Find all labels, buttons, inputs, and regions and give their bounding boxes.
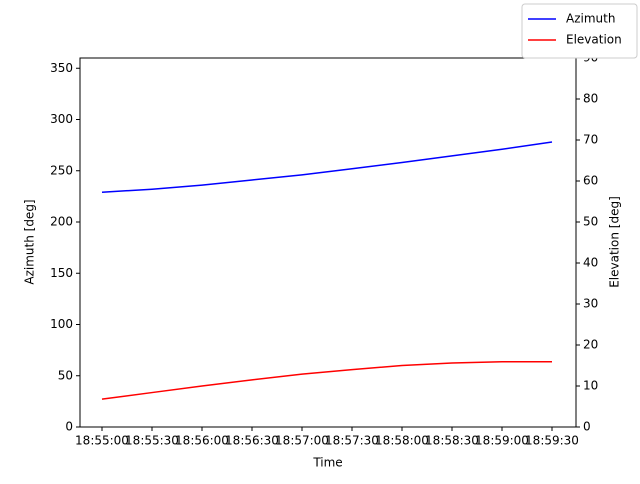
series-line xyxy=(101,361,552,400)
y2-tick-label: 40 xyxy=(583,256,598,270)
x-tick-label: 18:58:00 xyxy=(375,434,429,448)
x-tick-label: 18:59:30 xyxy=(525,434,579,448)
y2-tick-label: 20 xyxy=(583,338,598,352)
legend-label: Azimuth xyxy=(566,12,615,26)
x-tick-label: 18:56:00 xyxy=(175,434,229,448)
y2-tick-label: 30 xyxy=(583,297,598,311)
legend-box xyxy=(521,3,638,59)
x-tick-label: 18:55:00 xyxy=(75,434,129,448)
y2-tick-label: 60 xyxy=(583,174,598,188)
x-tick-label: 18:58:30 xyxy=(425,434,479,448)
y2-axis-label: Elevation [deg] xyxy=(608,196,622,288)
y2-tick-label: 70 xyxy=(583,133,598,147)
y2-tick-label: 80 xyxy=(583,92,598,106)
legend-label: Elevation xyxy=(566,33,622,47)
y-tick-label: 300 xyxy=(50,112,73,126)
x-tick-label: 18:59:00 xyxy=(475,434,529,448)
y2-tick-label: 0 xyxy=(583,420,591,434)
y-tick-label: 350 xyxy=(50,61,73,75)
x-tick-label: 18:55:30 xyxy=(125,434,179,448)
x-tick-label: 18:57:00 xyxy=(275,434,329,448)
x-tick-label: 18:57:30 xyxy=(325,434,379,448)
y-tick-label: 50 xyxy=(58,368,73,382)
y-axis-label: Azimuth [deg] xyxy=(23,199,37,284)
series-line xyxy=(101,141,553,194)
y-tick-label: 150 xyxy=(50,266,73,280)
x-tick-label: 18:56:30 xyxy=(225,434,279,448)
y2-tick-label: 50 xyxy=(583,215,598,229)
y-tick-label: 0 xyxy=(65,420,73,434)
plot-frame xyxy=(79,57,577,428)
y-tick-label: 100 xyxy=(50,317,73,331)
y2-tick-label: 10 xyxy=(583,379,598,393)
y-tick-label: 200 xyxy=(50,215,73,229)
y-tick-label: 250 xyxy=(50,163,73,177)
x-axis-label: Time xyxy=(312,456,342,470)
